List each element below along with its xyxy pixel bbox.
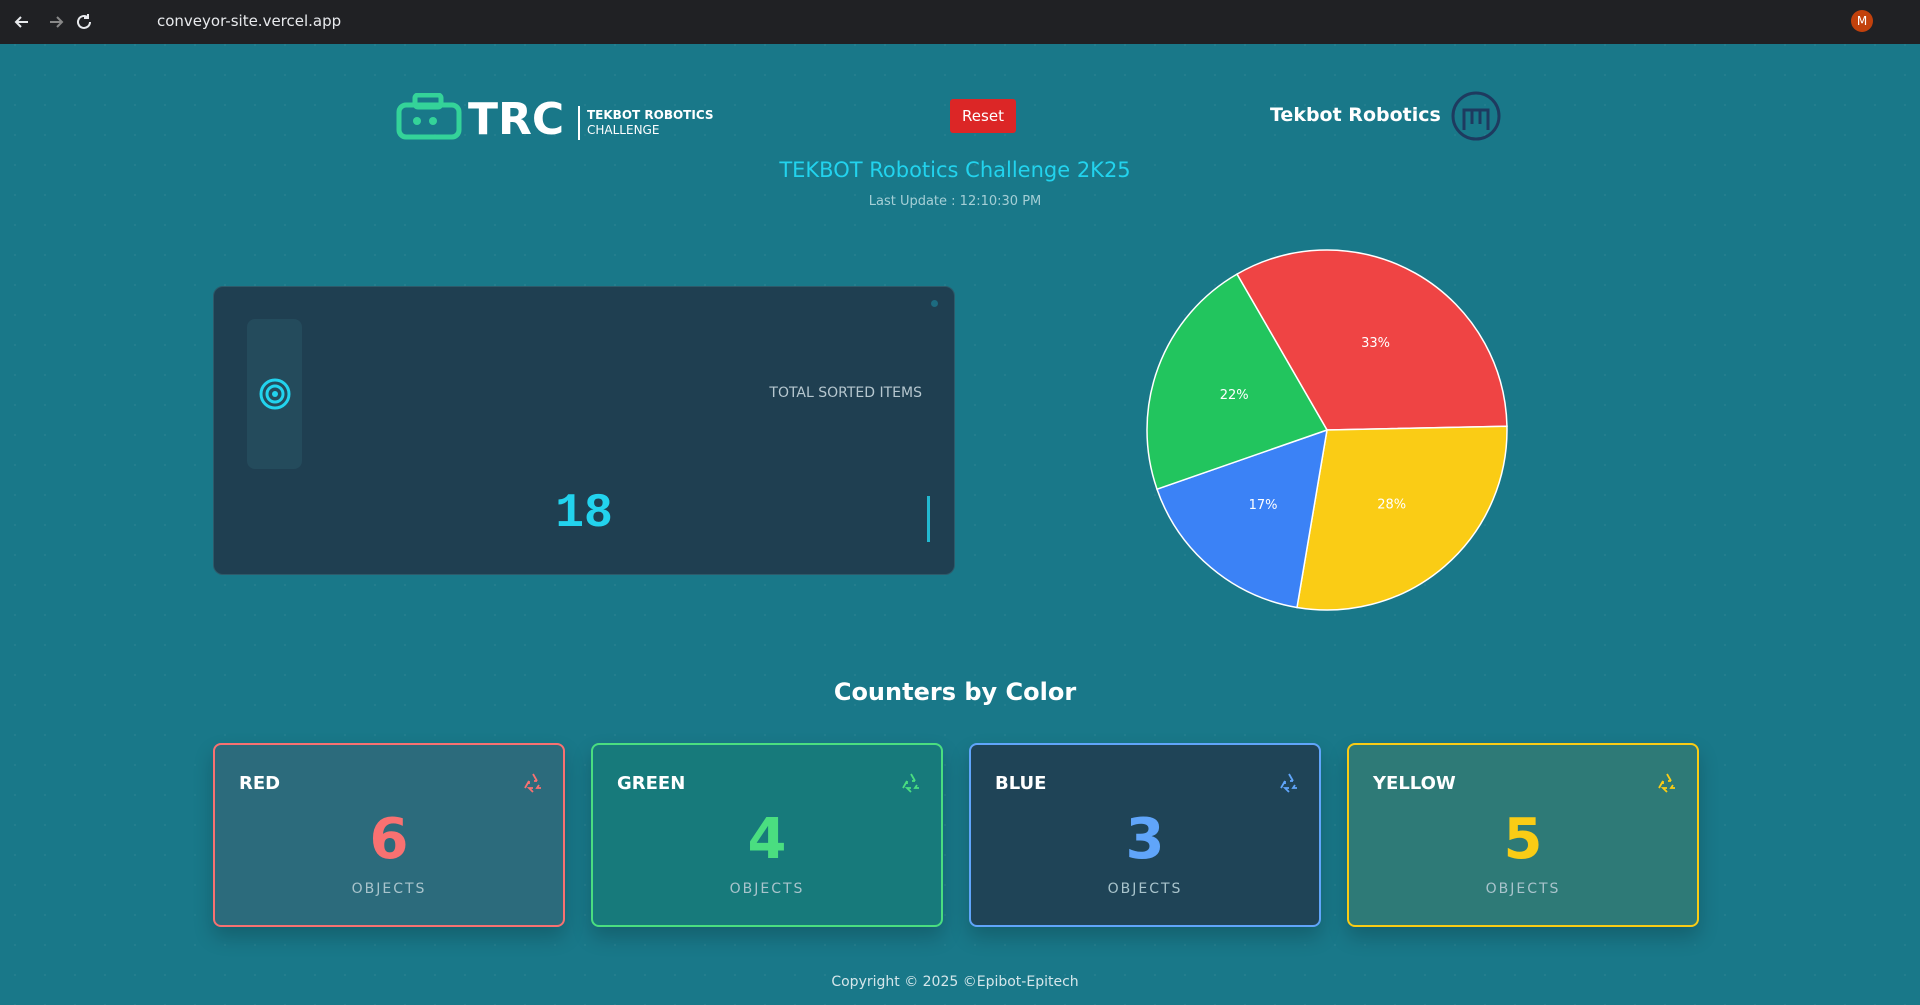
counter-unit: OBJECTS bbox=[729, 881, 805, 897]
pie-chart: 33% 28% 17% 22% bbox=[1146, 249, 1508, 611]
counter-name: RED bbox=[239, 773, 281, 794]
counter-name: GREEN bbox=[617, 773, 686, 794]
slice-label: 28% bbox=[1377, 497, 1406, 512]
cursor-bar bbox=[927, 496, 930, 542]
counter-value: 6 bbox=[369, 807, 409, 872]
recycle-arrows bbox=[1658, 773, 1675, 793]
counter-name: BLUE bbox=[995, 773, 1047, 794]
recycle-icon bbox=[1280, 773, 1297, 793]
slice-label: 17% bbox=[1249, 498, 1278, 513]
recycle-arrows bbox=[902, 773, 919, 793]
nav-icons bbox=[14, 14, 91, 29]
title: TEKBOT Robotics Challenge 2K25 bbox=[779, 158, 1131, 182]
counter-card: RED 6 OBJECTS bbox=[213, 743, 565, 927]
target-icon bbox=[259, 378, 291, 410]
last-update: Last Update : 12:10:30 PM bbox=[868, 194, 1042, 209]
total-card: TOTAL SORTED ITEMS 18 bbox=[213, 286, 955, 575]
counter-value: 5 bbox=[1503, 807, 1543, 872]
footer: Copyright © 2025 ©Epibot-Epitech bbox=[831, 974, 1079, 990]
recycle-arrows bbox=[524, 773, 541, 793]
status-dot bbox=[931, 300, 938, 307]
total-label: TOTAL SORTED ITEMS bbox=[769, 385, 922, 401]
pie-slice bbox=[1235, 249, 1508, 431]
browser-bar: conveyor-site.vercel.app M bbox=[0, 0, 1920, 44]
logo-text: TRC bbox=[468, 94, 565, 145]
logo-divider bbox=[578, 106, 580, 140]
counter-unit: OBJECTS bbox=[1485, 881, 1561, 897]
counter-value: 3 bbox=[1125, 807, 1165, 872]
slice-label: 22% bbox=[1220, 388, 1249, 403]
recycle-icon bbox=[902, 773, 919, 793]
recycle-icon bbox=[1658, 773, 1675, 793]
counter-card: YELLOW 5 OBJECTS bbox=[1347, 743, 1699, 927]
logo-line: CHALLENGE bbox=[587, 123, 660, 137]
pie-slice bbox=[1156, 428, 1328, 609]
counter-card: GREEN 4 OBJECTS bbox=[591, 743, 943, 927]
brand-icon bbox=[1451, 91, 1501, 141]
reset-button[interactable]: Reset bbox=[950, 99, 1016, 133]
counter-name: YELLOW bbox=[1373, 773, 1456, 794]
slice-label: 33% bbox=[1361, 336, 1390, 351]
counter-unit: OBJECTS bbox=[1107, 881, 1183, 897]
counter-value: 4 bbox=[747, 807, 787, 872]
url[interactable]: conveyor-site.vercel.app bbox=[157, 12, 342, 30]
pie-slice bbox=[1296, 425, 1508, 611]
brand: Tekbot Robotics bbox=[1270, 104, 1441, 126]
counter-card: BLUE 3 OBJECTS bbox=[969, 743, 1321, 927]
avatar[interactable]: M bbox=[1851, 10, 1873, 32]
logo-icon bbox=[396, 93, 462, 140]
counter-unit: OBJECTS bbox=[351, 881, 427, 897]
recycle-icon bbox=[524, 773, 541, 793]
section-title: Counters by Color bbox=[833, 678, 1077, 706]
logo-line: TEKBOT ROBOTICS bbox=[587, 108, 714, 122]
pie-slice bbox=[1146, 273, 1329, 491]
total-value: 18 bbox=[555, 487, 613, 541]
recycle-arrows bbox=[1280, 773, 1297, 793]
